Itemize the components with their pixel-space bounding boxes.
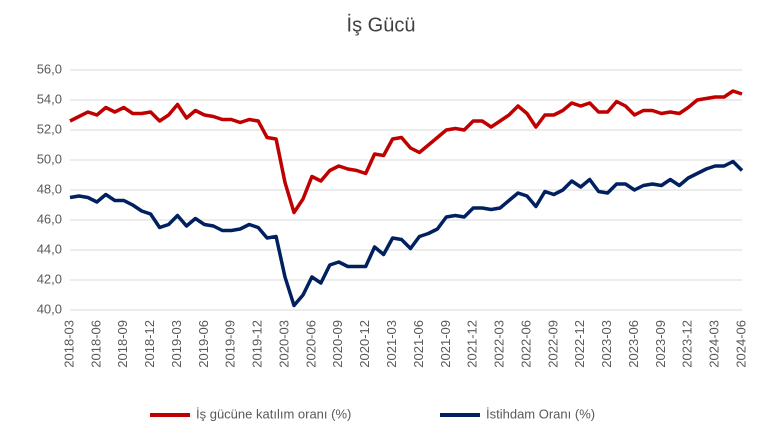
y-tick-label: 46,0	[37, 211, 62, 226]
y-tick-label: 52,0	[37, 121, 62, 136]
x-tick-label: 2018-09	[115, 320, 130, 368]
x-tick-label: 2023-09	[653, 320, 668, 368]
y-tick-label: 48,0	[37, 181, 62, 196]
y-tick-label: 42,0	[37, 271, 62, 286]
x-tick-label: 2023-06	[626, 320, 641, 368]
series-line	[69, 89, 743, 215]
x-tick-label: 2023-03	[599, 320, 614, 368]
x-tick-label: 2022-03	[492, 320, 507, 368]
x-tick-label: 2018-06	[88, 320, 103, 368]
y-tick-label: 50,0	[37, 151, 62, 166]
y-tick-label: 54,0	[37, 91, 62, 106]
x-tick-label: 2022-12	[572, 320, 587, 368]
x-tick-label: 2021-12	[465, 320, 480, 368]
x-tick-label: 2022-09	[545, 320, 560, 368]
y-tick-label: 56,0	[37, 61, 62, 76]
x-tick-label: 2018-12	[142, 320, 157, 368]
y-tick-label: 40,0	[37, 301, 62, 316]
x-tick-label: 2019-12	[250, 320, 265, 368]
x-tick-label: 2020-06	[303, 320, 318, 368]
x-tick-label: 2024-06	[733, 320, 748, 368]
x-tick-label: 2023-12	[680, 320, 695, 368]
series-line	[69, 159, 744, 308]
x-tick-label: 2020-12	[357, 320, 372, 368]
x-tick-label: 2021-06	[411, 320, 426, 368]
x-tick-label: 2024-03	[707, 320, 722, 368]
x-tick-label: 2021-03	[384, 320, 399, 368]
x-tick-label: 2021-09	[438, 320, 453, 368]
x-tick-label: 2019-03	[169, 320, 184, 368]
legend-label: İş gücüne katılım oranı (%)	[196, 406, 351, 421]
x-tick-label: 2020-03	[276, 320, 291, 368]
legend-label: İstihdam Oranı (%)	[486, 406, 595, 421]
x-tick-label: 2019-09	[223, 320, 238, 368]
x-tick-label: 2019-06	[196, 320, 211, 368]
y-tick-label: 44,0	[37, 241, 62, 256]
x-tick-label: 2022-06	[518, 320, 533, 368]
chart-title: İş Gücü	[347, 13, 416, 36]
x-tick-label: 2018-03	[61, 320, 76, 368]
x-tick-label: 2020-09	[330, 320, 345, 368]
